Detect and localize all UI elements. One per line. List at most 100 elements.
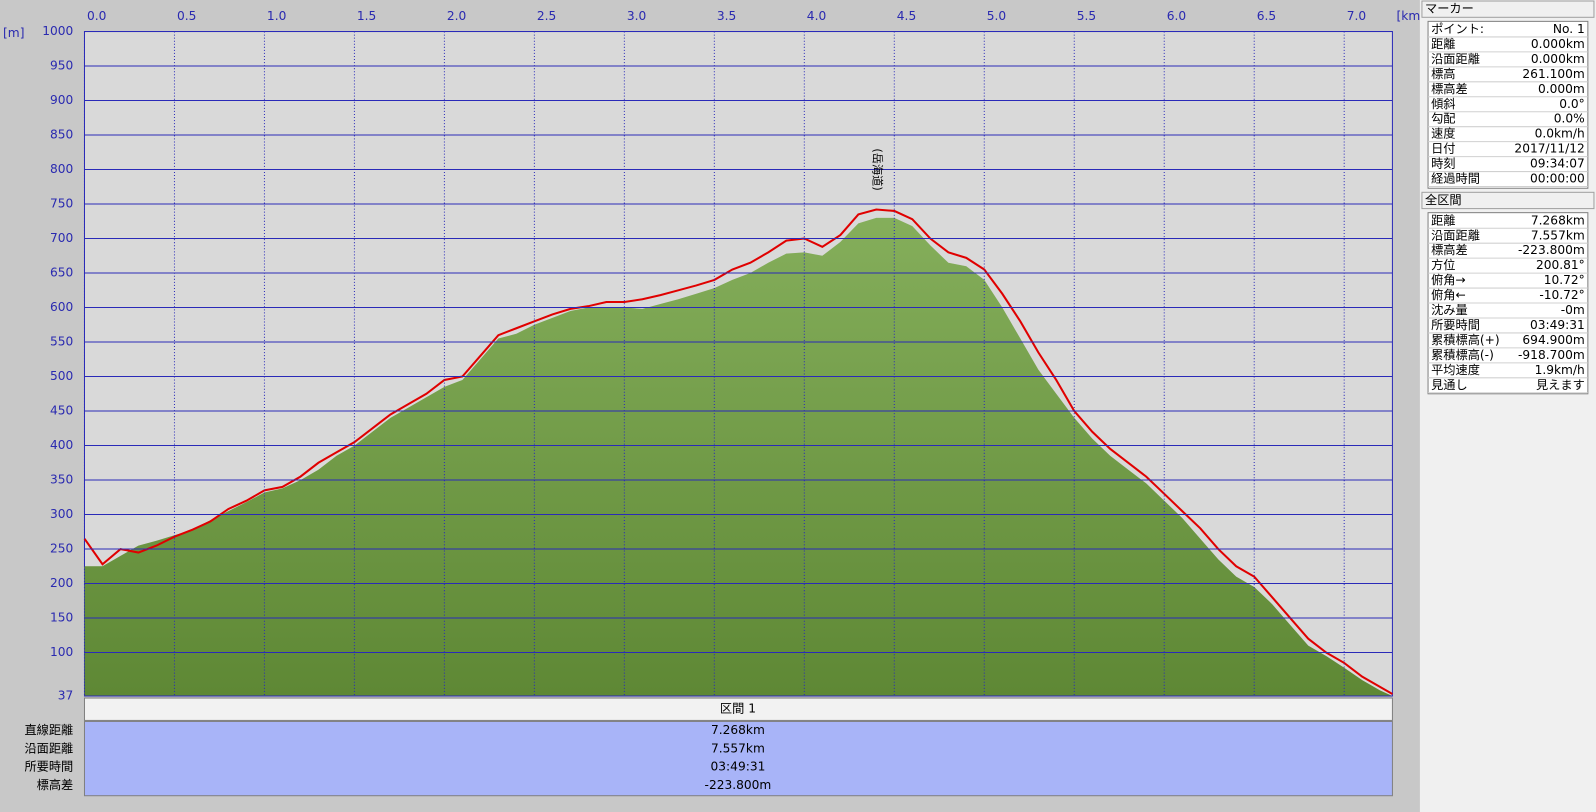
total-value: 1.9km/h <box>1535 363 1585 377</box>
y-tick-label: 150 <box>50 611 73 625</box>
y-tick-label: 500 <box>50 369 73 383</box>
marker-value: 0.0% <box>1554 112 1585 126</box>
marker-label: 標高差 <box>1431 81 1468 96</box>
marker-label: 速度 <box>1431 126 1455 141</box>
total-label: 平均速度 <box>1431 362 1480 377</box>
terrain-shade <box>84 217 1393 696</box>
section-header <box>83 697 1393 721</box>
y-tick-label: 37 <box>58 689 74 703</box>
y-tick-label: 700 <box>50 231 73 245</box>
plot: 37 100 150 200 250 300 350 400 450 500 550 600 650 70… <box>42 9 1393 703</box>
total-value: 7.557km <box>1531 228 1585 242</box>
total-value: 03:49:31 <box>1530 318 1585 332</box>
y-tick-label: 100 <box>50 645 73 659</box>
y-unit: [m] <box>3 26 24 40</box>
total-label: 累積標高(-) <box>1431 347 1494 362</box>
total-label: 沈み量 <box>1431 302 1468 317</box>
track-line <box>83 208 1393 695</box>
y-tick-label: 800 <box>50 162 73 176</box>
total-label: 標高差 <box>1431 242 1468 257</box>
total-value: 694.900m <box>1522 333 1584 347</box>
total-label: 沿面距離 <box>1431 228 1480 242</box>
x-unit: [km] <box>1397 9 1425 23</box>
section-label: 沿面距離 <box>24 741 73 755</box>
marker-title: マーカー <box>1425 2 1474 16</box>
total-value: 200.81° <box>1536 258 1585 272</box>
section-body <box>83 720 1393 797</box>
section-rows: 直線距離 7.268km 沿面距離 7.557km 所要時間 03:49:31 標高差 -22… <box>24 722 771 792</box>
total-value: -223.800m <box>1518 243 1585 257</box>
total-label: 距離 <box>1431 213 1455 227</box>
marker-value: 0.000km <box>1531 37 1585 51</box>
section-value: 03:49:31 <box>711 760 766 774</box>
total-label: 見通し <box>1431 378 1468 392</box>
marker-label: 日付 <box>1431 142 1455 156</box>
section-value: 7.557km <box>711 741 765 755</box>
total-label: 累積標高(+) <box>1431 332 1500 347</box>
x-tick-label: 0.5 <box>177 9 196 23</box>
y-tick-label: 200 <box>50 576 73 590</box>
marker-value: No. 1 <box>1553 22 1585 36</box>
section-value: -223.800m <box>705 778 772 792</box>
y-tick-label: 250 <box>50 542 73 556</box>
total-title: 全区間 <box>1425 192 1462 207</box>
y-tick-label: 300 <box>50 507 73 521</box>
total-value: 7.268km <box>1531 213 1585 227</box>
total-value: -0m <box>1561 303 1585 317</box>
marker-label: 経過時間 <box>1431 172 1480 186</box>
section-label: 標高差 <box>37 777 74 792</box>
x-tick-label: 4.0 <box>807 9 826 23</box>
section-value: 7.268km <box>711 723 765 737</box>
section-label: 直線距離 <box>24 722 73 737</box>
total-label: 俯角← <box>1431 287 1466 302</box>
x-tick-label: 0.0 <box>87 9 106 23</box>
y-tick-label: 950 <box>50 59 73 73</box>
x-tick-label: 4.5 <box>897 9 916 23</box>
x-tick-label: 5.0 <box>987 9 1006 23</box>
marker-label: ポイント: <box>1431 22 1484 36</box>
total-value: 10.72° <box>1544 273 1585 287</box>
y-tick-label: 550 <box>50 335 73 349</box>
x-tick-label: 6.0 <box>1167 9 1186 23</box>
total-value: 見えます <box>1536 378 1585 392</box>
x-tick-label: 1.0 <box>267 9 286 23</box>
marker-value: 0.0km/h <box>1535 127 1585 141</box>
x-tick-label: 6.5 <box>1257 9 1276 23</box>
section-label: 所要時間 <box>24 760 73 774</box>
y-tick-label: 850 <box>50 128 73 142</box>
marker-label: 時刻 <box>1431 157 1455 171</box>
total-value: -918.700m <box>1518 348 1585 362</box>
marker-label: 傾斜 <box>1431 96 1455 111</box>
marker-value: 0.000km <box>1531 52 1585 66</box>
total-label: 俯角→ <box>1431 272 1466 287</box>
marker-value: 0.0° <box>1559 97 1585 111</box>
marker-table <box>1427 20 1589 189</box>
y-tick-label: 350 <box>50 473 73 487</box>
total-value: -10.72° <box>1539 288 1584 302</box>
marker-value: 09:34:07 <box>1530 157 1585 171</box>
total-label: 方位 <box>1431 257 1455 272</box>
section-title: 区間 1 <box>720 702 756 716</box>
x-tick-label: 2.5 <box>537 9 556 23</box>
marker-value: 261.100m <box>1522 67 1584 81</box>
x-tick-label: 3.0 <box>627 9 646 23</box>
y-tick-label: 900 <box>50 93 73 107</box>
marker-header <box>1421 0 1595 18</box>
x-tick-label: 3.5 <box>717 9 736 23</box>
marker-label: 勾配 <box>1431 112 1455 126</box>
y-tick-label: 600 <box>50 300 73 314</box>
waypoint-label: (岳海道) <box>870 148 884 190</box>
marker-value: 00:00:00 <box>1530 172 1585 186</box>
y-tick-label: 1000 <box>42 24 73 38</box>
y-tick-label: 400 <box>50 438 73 452</box>
x-tick-label: 2.0 <box>447 9 466 23</box>
marker-label: 距離 <box>1431 37 1455 51</box>
marker-label: 沿面距離 <box>1431 52 1480 66</box>
total-header <box>1421 191 1595 210</box>
x-tick-label: 1.5 <box>357 9 376 23</box>
panel-rows: ポイント: No. 1 距離 0.000km 沿面距離 0.000km 標高 261.100m… <box>1428 22 1588 394</box>
marker-label: 標高 <box>1431 66 1455 81</box>
total-label: 所要時間 <box>1431 318 1480 332</box>
